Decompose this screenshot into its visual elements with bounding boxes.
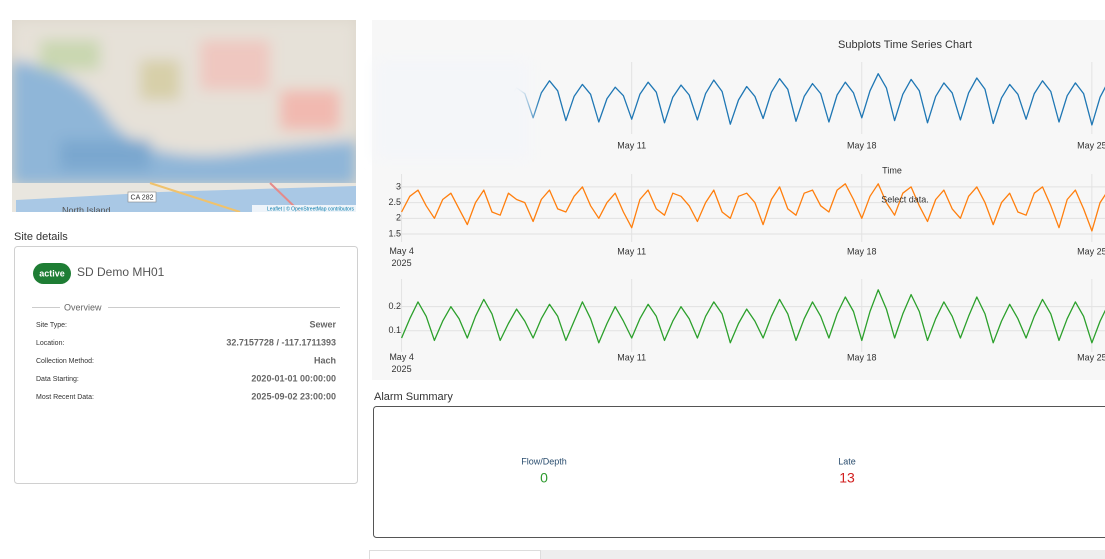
alarm-label: Flow/Depth [521, 456, 567, 466]
x-tick-label: May 11 [617, 352, 646, 362]
annotation: Select data. [881, 194, 929, 204]
x-tick-label: May 11 [617, 140, 646, 150]
alarm-count: 0 [540, 470, 548, 486]
alarm-label: Late [838, 456, 856, 466]
map-road-label: CA 282 [131, 194, 154, 201]
chart-title: Subplots Time Series Chart [838, 39, 972, 51]
detail-label: Most Recent Data: [36, 394, 94, 401]
detail-value: Sewer [309, 319, 336, 329]
y-tick-label: 2 [396, 213, 401, 223]
status-badge [33, 263, 71, 284]
detail-value: Hach [314, 355, 336, 365]
x-tick-label: May 25 [1077, 246, 1105, 256]
y-tick-label: 0.2 [388, 301, 401, 311]
map[interactable]: CA 282 North Island Leaflet | © OpenStre… [12, 20, 356, 215]
status-text: active [39, 268, 65, 278]
series-line [401, 289, 1105, 344]
detail-label: Collection Method: [36, 358, 94, 365]
tab[interactable] [369, 550, 541, 559]
x-tick-label: May 25 [1077, 140, 1105, 150]
tab-bar [540, 550, 1105, 559]
blurred-region [375, 60, 530, 160]
detail-value: 32.7157728 / -117.1711393 [226, 337, 336, 347]
x-axis-title: Time [882, 165, 902, 175]
y-tick-label: 0.1 [388, 325, 401, 335]
map-place-label: North Island [62, 205, 111, 215]
detail-value: 2025-09-02 23:00:00 [251, 391, 336, 401]
y-tick-label: 1.5 [388, 228, 401, 238]
x-tick-label: May 18 [847, 246, 877, 256]
section-label: Overview [64, 302, 102, 312]
x-tick-label: May 25 [1077, 352, 1105, 362]
section-heading: Site details [14, 231, 68, 243]
site-name: SD Demo MH01 [77, 265, 165, 279]
y-tick-label: 3 [396, 181, 401, 191]
x-tick-label: May 18 [847, 140, 877, 150]
x-tick-label: May 11 [617, 246, 646, 256]
alarm-card [373, 406, 1105, 538]
map-attribution[interactable]: Leaflet | © OpenStreetMap contributors [267, 205, 354, 212]
site-card [14, 246, 358, 484]
detail-label: Data Starting: [36, 376, 79, 383]
x-tick-label: May 18 [847, 352, 877, 362]
x-tick-label: May 4 2025 [389, 352, 414, 374]
alarm-count: 13 [839, 470, 855, 486]
detail-value: 2020-01-01 00:00:00 [251, 373, 336, 383]
detail-label: Site Type: [36, 322, 67, 329]
series-line [401, 183, 1105, 232]
x-tick-label: May 4 2025 [389, 246, 414, 268]
section-heading: Alarm Summary [374, 391, 453, 403]
detail-label: Location: [36, 340, 64, 347]
y-tick-label: 2.5 [388, 197, 401, 207]
